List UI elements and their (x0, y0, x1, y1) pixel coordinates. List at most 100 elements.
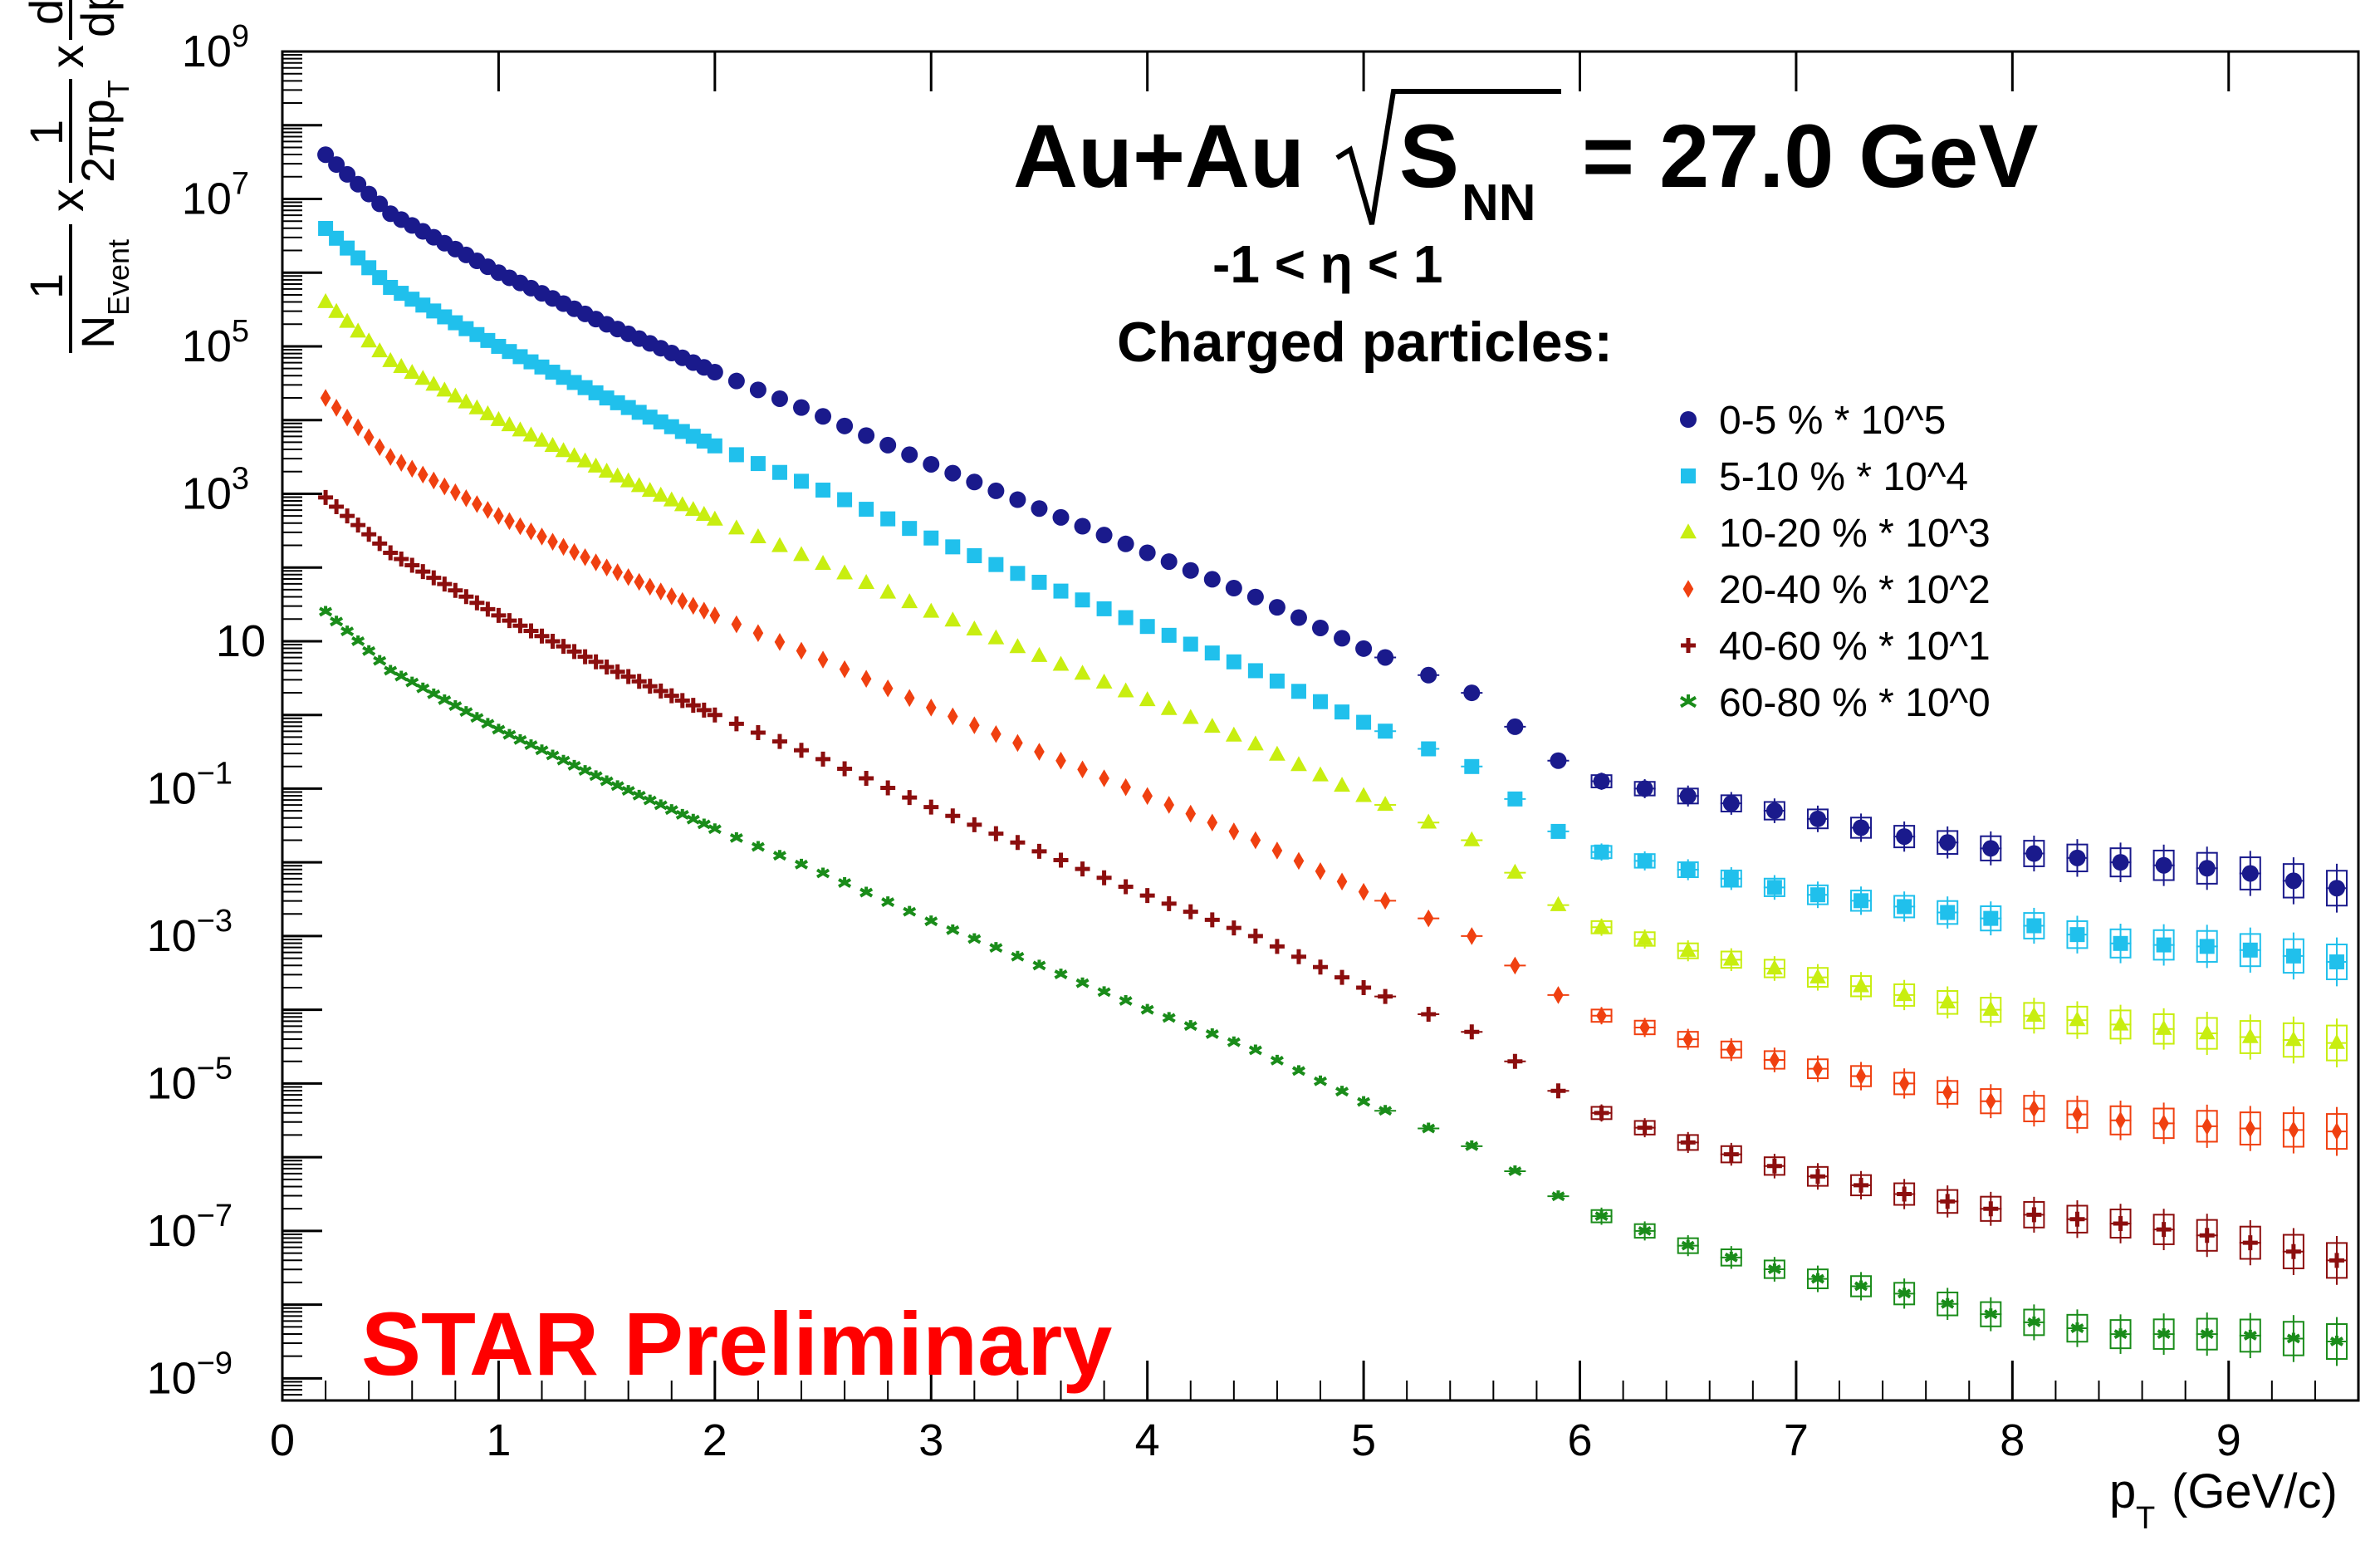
data-point (384, 448, 396, 466)
data-point (404, 557, 420, 573)
data-point (815, 751, 831, 767)
data-point (546, 749, 560, 761)
data-point (987, 482, 1005, 499)
data-point (620, 669, 636, 684)
data-point (923, 799, 939, 815)
data-point (1010, 835, 1026, 851)
svg-text:x: x (41, 45, 93, 68)
data-point (621, 785, 635, 797)
data-point (653, 683, 668, 699)
data-point (1550, 752, 1567, 769)
data-point (1983, 1201, 1999, 1217)
data-point (793, 399, 810, 416)
data-point (577, 649, 593, 665)
data-point (1142, 787, 1153, 806)
data-point (967, 933, 982, 944)
data-point (1055, 751, 1066, 770)
data-point (1290, 609, 1307, 626)
data-point (1506, 863, 1524, 879)
data-point (1096, 601, 1112, 616)
data-point (879, 436, 897, 454)
data-point (1248, 1044, 1262, 1056)
data-point (2199, 1228, 2215, 1243)
data-point (1010, 566, 1026, 581)
legend-marker (1682, 580, 1694, 598)
data-point (490, 410, 507, 426)
data-point (1854, 1280, 1868, 1292)
data-point (1765, 802, 1783, 820)
data-point (404, 364, 421, 380)
data-point (1465, 1140, 1479, 1151)
data-point (340, 625, 355, 637)
data-point (1053, 852, 1069, 868)
data-point (2285, 872, 2302, 890)
legend-marker (1681, 638, 1696, 653)
data-point (1334, 969, 1350, 985)
data-point (1637, 1120, 1653, 1136)
data-point (1723, 1146, 1739, 1162)
data-point (1679, 787, 1697, 805)
data-point (1423, 909, 1434, 928)
data-point (1550, 823, 1566, 839)
data-point (815, 483, 831, 498)
y-tick-label: 103 (182, 461, 249, 518)
data-point (1377, 796, 1394, 812)
data-point (536, 527, 547, 546)
data-point (750, 528, 766, 544)
data-point (1637, 853, 1653, 869)
data-point (1269, 673, 1285, 689)
data-point (1378, 988, 1393, 1004)
data-point (372, 536, 388, 552)
data-point (341, 408, 353, 427)
data-point (2201, 1117, 2213, 1136)
data-point (1034, 743, 1045, 761)
data-point (923, 455, 940, 473)
data-point (858, 574, 875, 590)
data-point (2242, 1235, 2258, 1251)
data-point (666, 587, 678, 606)
svg-text:2πp: 2πp (71, 99, 124, 183)
data-point (1941, 1297, 1955, 1309)
title-energy-symbol: S (1399, 105, 1459, 206)
data-point (394, 551, 409, 567)
data-point (360, 185, 378, 203)
svg-text:x: x (41, 189, 93, 212)
x-tick-label: 4 (1135, 1415, 1160, 1465)
data-point (360, 332, 378, 348)
data-point (817, 650, 829, 669)
data-point (1097, 986, 1111, 998)
data-point (2288, 1121, 2299, 1140)
data-point (1940, 1194, 1956, 1209)
data-point (2112, 854, 2129, 871)
data-point (482, 501, 493, 519)
x-tick-labels: 0 1 2 3 4 5 6 7 8 9 (270, 1415, 2241, 1465)
series-1 (317, 146, 2348, 913)
data-point (1809, 1169, 1825, 1185)
data-point (1313, 959, 1328, 975)
y-tick-label: 10−3 (147, 904, 233, 961)
data-point (1031, 574, 1047, 590)
data-point (2113, 1328, 2128, 1340)
data-point (707, 707, 722, 723)
legend-marker (1680, 523, 1697, 539)
data-point (1225, 580, 1242, 597)
data-point (522, 426, 540, 442)
data-point (588, 654, 604, 670)
data-point (815, 408, 832, 425)
data-point (1052, 508, 1070, 526)
data-point (1510, 956, 1521, 975)
data-point (945, 539, 961, 555)
data-point (858, 427, 875, 444)
data-point (1983, 910, 1999, 926)
data-point (987, 629, 1005, 645)
data-point (1594, 844, 1609, 860)
data-point (1508, 1165, 1522, 1176)
data-point (2026, 918, 2042, 934)
data-point (1228, 822, 1240, 841)
data-point (674, 693, 690, 709)
data-point (904, 689, 915, 708)
data-point (547, 532, 558, 551)
data-point (1096, 870, 1112, 885)
data-point (1766, 1158, 1782, 1174)
data-point (1809, 810, 1826, 827)
